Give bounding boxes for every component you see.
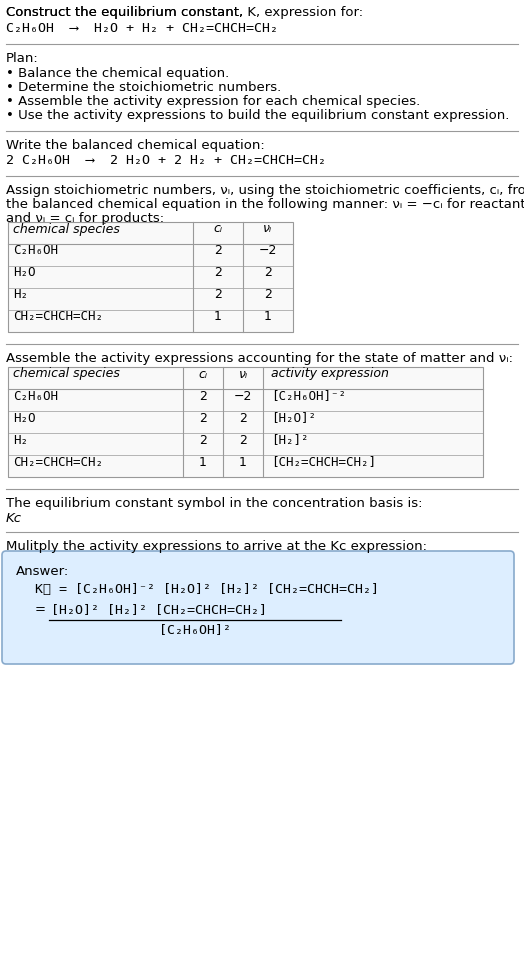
- Text: the balanced chemical equation in the following manner: νᵢ = −cᵢ for reactants: the balanced chemical equation in the fo…: [6, 198, 524, 211]
- Text: H₂O: H₂O: [13, 411, 36, 424]
- Text: 2: 2: [264, 267, 272, 279]
- Text: 2: 2: [264, 288, 272, 302]
- Text: C₂H₆OH: C₂H₆OH: [13, 244, 58, 258]
- Text: • Balance the chemical equation.: • Balance the chemical equation.: [6, 67, 230, 80]
- Text: [C₂H₆OH]²: [C₂H₆OH]²: [159, 623, 231, 636]
- Text: −2: −2: [259, 244, 277, 258]
- Text: Construct the equilibrium constant,: Construct the equilibrium constant,: [6, 6, 247, 19]
- Text: Kᴄ = [C₂H₆OH]⁻² [H₂O]² [H₂]² [CH₂=CHCH=CH₂]: Kᴄ = [C₂H₆OH]⁻² [H₂O]² [H₂]² [CH₂=CHCH=C…: [35, 583, 379, 596]
- Text: chemical species: chemical species: [13, 367, 120, 380]
- Text: cᵢ: cᵢ: [213, 223, 223, 235]
- Text: and νᵢ = cᵢ for products:: and νᵢ = cᵢ for products:: [6, 212, 164, 225]
- Text: 1: 1: [214, 311, 222, 323]
- Text: Assign stoichiometric numbers, νᵢ, using the stoichiometric coefficients, cᵢ, fr: Assign stoichiometric numbers, νᵢ, using…: [6, 184, 524, 197]
- Text: • Use the activity expressions to build the equilibrium constant expression.: • Use the activity expressions to build …: [6, 109, 509, 122]
- Text: C₂H₆OH: C₂H₆OH: [13, 390, 58, 403]
- Text: CH₂=CHCH=CH₂: CH₂=CHCH=CH₂: [13, 455, 103, 469]
- Text: Plan:: Plan:: [6, 52, 39, 65]
- Text: • Determine the stoichiometric numbers.: • Determine the stoichiometric numbers.: [6, 81, 281, 94]
- Text: 2: 2: [214, 267, 222, 279]
- Text: H₂: H₂: [13, 434, 28, 446]
- Text: H₂O: H₂O: [13, 267, 36, 279]
- Text: Write the balanced chemical equation:: Write the balanced chemical equation:: [6, 139, 265, 152]
- Text: • Assemble the activity expression for each chemical species.: • Assemble the activity expression for e…: [6, 95, 420, 108]
- Text: Kᴄ: Kᴄ: [6, 512, 22, 525]
- Bar: [8, 222, 293, 332]
- Text: 2: 2: [199, 411, 207, 424]
- Text: C₂H₆OH  ⟶  H₂O + H₂ + CH₂=CHCH=CH₂: C₂H₆OH ⟶ H₂O + H₂ + CH₂=CHCH=CH₂: [6, 22, 278, 35]
- Text: Answer:: Answer:: [16, 565, 69, 578]
- Text: 2: 2: [239, 434, 247, 446]
- Text: cᵢ: cᵢ: [199, 367, 208, 380]
- Text: activity expression: activity expression: [271, 367, 389, 380]
- Text: 2: 2: [214, 288, 222, 302]
- Text: =: =: [35, 603, 46, 616]
- Text: Mulitply the activity expressions to arrive at the Kᴄ expression:: Mulitply the activity expressions to arr…: [6, 540, 427, 553]
- Text: νᵢ: νᵢ: [238, 367, 248, 380]
- Text: 2 C₂H₆OH  ⟶  2 H₂O + 2 H₂ + CH₂=CHCH=CH₂: 2 C₂H₆OH ⟶ 2 H₂O + 2 H₂ + CH₂=CHCH=CH₂: [6, 154, 326, 167]
- FancyBboxPatch shape: [2, 551, 514, 664]
- Text: chemical species: chemical species: [13, 223, 120, 235]
- Text: [H₂O]² [H₂]² [CH₂=CHCH=CH₂]: [H₂O]² [H₂]² [CH₂=CHCH=CH₂]: [51, 603, 267, 616]
- Text: [C₂H₆OH]⁻²: [C₂H₆OH]⁻²: [271, 390, 346, 403]
- Text: [H₂]²: [H₂]²: [271, 434, 309, 446]
- Text: Assemble the activity expressions accounting for the state of matter and νᵢ:: Assemble the activity expressions accoun…: [6, 352, 513, 365]
- Text: 2: 2: [214, 244, 222, 258]
- Text: 2: 2: [199, 434, 207, 446]
- Text: [H₂O]²: [H₂O]²: [271, 411, 316, 424]
- Text: 2: 2: [199, 390, 207, 403]
- Text: 2: 2: [239, 411, 247, 424]
- Text: 1: 1: [239, 455, 247, 469]
- Text: −2: −2: [234, 390, 252, 403]
- Text: 1: 1: [199, 455, 207, 469]
- Bar: [8, 367, 483, 477]
- Text: νᵢ: νᵢ: [264, 223, 272, 235]
- Text: 1: 1: [264, 311, 272, 323]
- Text: Construct the equilibrium constant, K, expression for:: Construct the equilibrium constant, K, e…: [6, 6, 363, 19]
- Text: The equilibrium constant symbol in the concentration basis is:: The equilibrium constant symbol in the c…: [6, 497, 422, 510]
- Text: [CH₂=CHCH=CH₂]: [CH₂=CHCH=CH₂]: [271, 455, 376, 469]
- Text: CH₂=CHCH=CH₂: CH₂=CHCH=CH₂: [13, 311, 103, 323]
- Text: H₂: H₂: [13, 288, 28, 302]
